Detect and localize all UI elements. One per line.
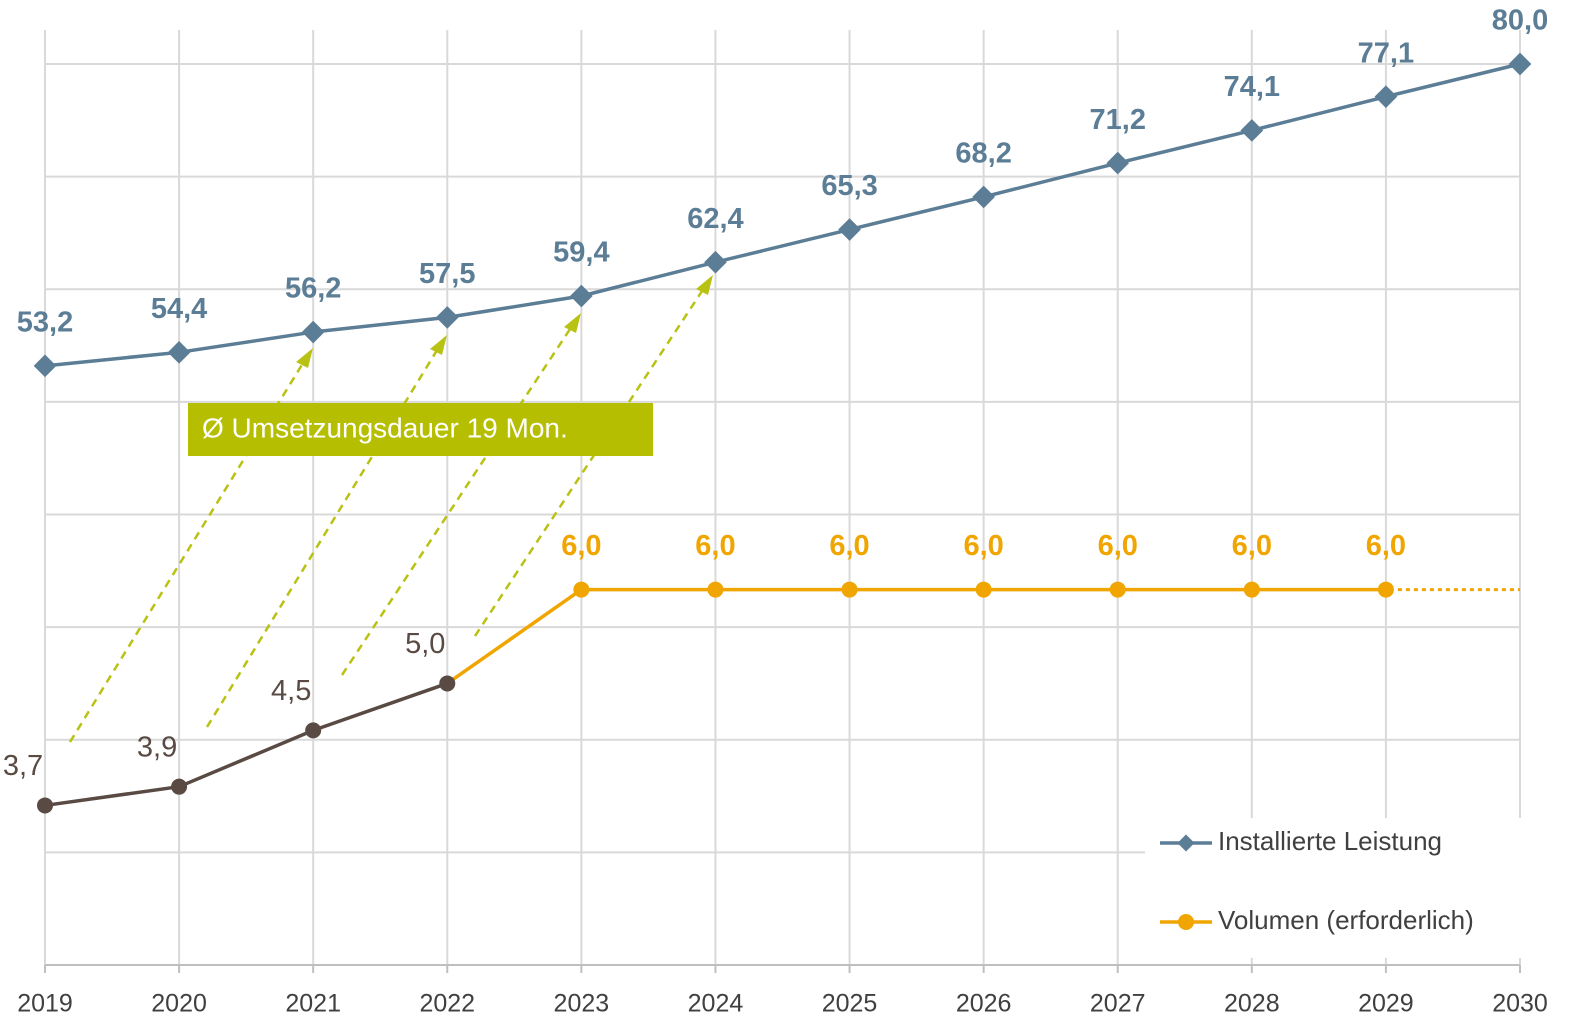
- data-label: 6,0: [963, 530, 1003, 562]
- data-label: 77,1: [1358, 37, 1414, 69]
- x-tick-label: 2023: [554, 990, 610, 1018]
- marker: [37, 797, 53, 814]
- x-tick-label: 2020: [151, 990, 207, 1018]
- arrow-head: [296, 348, 313, 368]
- data-label: 6,0: [829, 530, 869, 562]
- line-segment: [446, 294, 582, 320]
- data-label: 68,2: [955, 138, 1011, 170]
- data-label: 65,3: [821, 170, 877, 202]
- legend-marker: [1178, 914, 1194, 930]
- arrow-head: [564, 313, 581, 333]
- data-label: 6,0: [695, 530, 735, 562]
- marker: [435, 306, 459, 329]
- line-segment: [312, 315, 448, 334]
- data-label: 57,5: [419, 258, 475, 290]
- marker: [1508, 52, 1532, 76]
- line-segment: [312, 681, 448, 733]
- line-segment: [178, 330, 314, 355]
- marker: [33, 354, 57, 378]
- marker: [301, 320, 325, 344]
- marker: [1106, 151, 1130, 175]
- line-segment: [1251, 94, 1387, 133]
- line-segment: [44, 350, 180, 368]
- marker: [570, 284, 593, 308]
- line-segment: [178, 728, 314, 789]
- line-segment: [44, 784, 180, 808]
- x-tick-label: 2025: [822, 990, 878, 1018]
- arrow-head: [696, 275, 713, 295]
- marker: [838, 218, 861, 241]
- data-label: 56,2: [285, 273, 341, 305]
- data-label: 6,0: [1366, 530, 1406, 562]
- line-segment: [446, 588, 583, 685]
- x-tick-label: 2028: [1224, 990, 1280, 1018]
- marker: [439, 675, 456, 692]
- line-segment: [1117, 128, 1253, 165]
- line-segment: [983, 161, 1119, 199]
- marker: [975, 581, 992, 598]
- data-label: 3,7: [3, 750, 43, 782]
- marker: [305, 722, 322, 739]
- data-label: 54,4: [151, 293, 207, 325]
- data-label: 59,4: [553, 237, 609, 269]
- x-tick-label: 2030: [1492, 990, 1548, 1018]
- x-tick-label: 2022: [419, 990, 475, 1018]
- marker: [171, 778, 188, 795]
- annotation: Ø Umsetzungsdauer 19 Mon.: [202, 412, 568, 443]
- arrow: [473, 281, 710, 637]
- marker: [1374, 85, 1398, 108]
- data-label: 80,0: [1492, 5, 1548, 37]
- data-label: 71,2: [1090, 104, 1146, 136]
- line-segment: [849, 195, 985, 232]
- line-segment: [1385, 62, 1521, 99]
- x-tick-label: 2026: [956, 990, 1012, 1018]
- marker: [167, 341, 191, 364]
- data-label: 74,1: [1224, 71, 1280, 103]
- arrows: [68, 281, 710, 743]
- marker: [972, 185, 995, 209]
- legend-label: Volumen (erforderlich): [1218, 905, 1474, 935]
- x-tick-label: 2019: [17, 990, 73, 1018]
- legend-marker: [1177, 834, 1195, 852]
- legend-label: Installierte Leistung: [1218, 826, 1442, 856]
- marker: [841, 581, 858, 598]
- marker: [1109, 581, 1126, 598]
- marker: [573, 581, 590, 598]
- marker: [1377, 581, 1394, 598]
- data-label: 6,0: [561, 530, 601, 562]
- x-tick-label: 2029: [1358, 990, 1414, 1018]
- annotation-box: [188, 403, 653, 456]
- arrow: [205, 341, 444, 728]
- data-label: 6,0: [1232, 530, 1272, 562]
- marker: [1240, 119, 1264, 142]
- marker: [707, 581, 724, 598]
- marker: [704, 250, 727, 274]
- data-label: 5,0: [405, 628, 445, 660]
- x-tick-label: 2024: [688, 990, 744, 1018]
- line-segment: [715, 227, 850, 264]
- arrow-heads: [296, 275, 713, 368]
- data-label: 62,4: [687, 203, 743, 235]
- x-tick-label: 2021: [285, 990, 341, 1018]
- data-label: 6,0: [1098, 530, 1138, 562]
- line-segment: [580, 260, 716, 298]
- arrow: [340, 319, 578, 676]
- data-label: 3,9: [137, 731, 177, 763]
- x-tick-label: 2027: [1090, 990, 1146, 1018]
- data-label: 53,2: [17, 306, 73, 338]
- arrow-head: [430, 335, 447, 355]
- marker: [1243, 581, 1260, 598]
- data-label: 4,5: [271, 675, 311, 707]
